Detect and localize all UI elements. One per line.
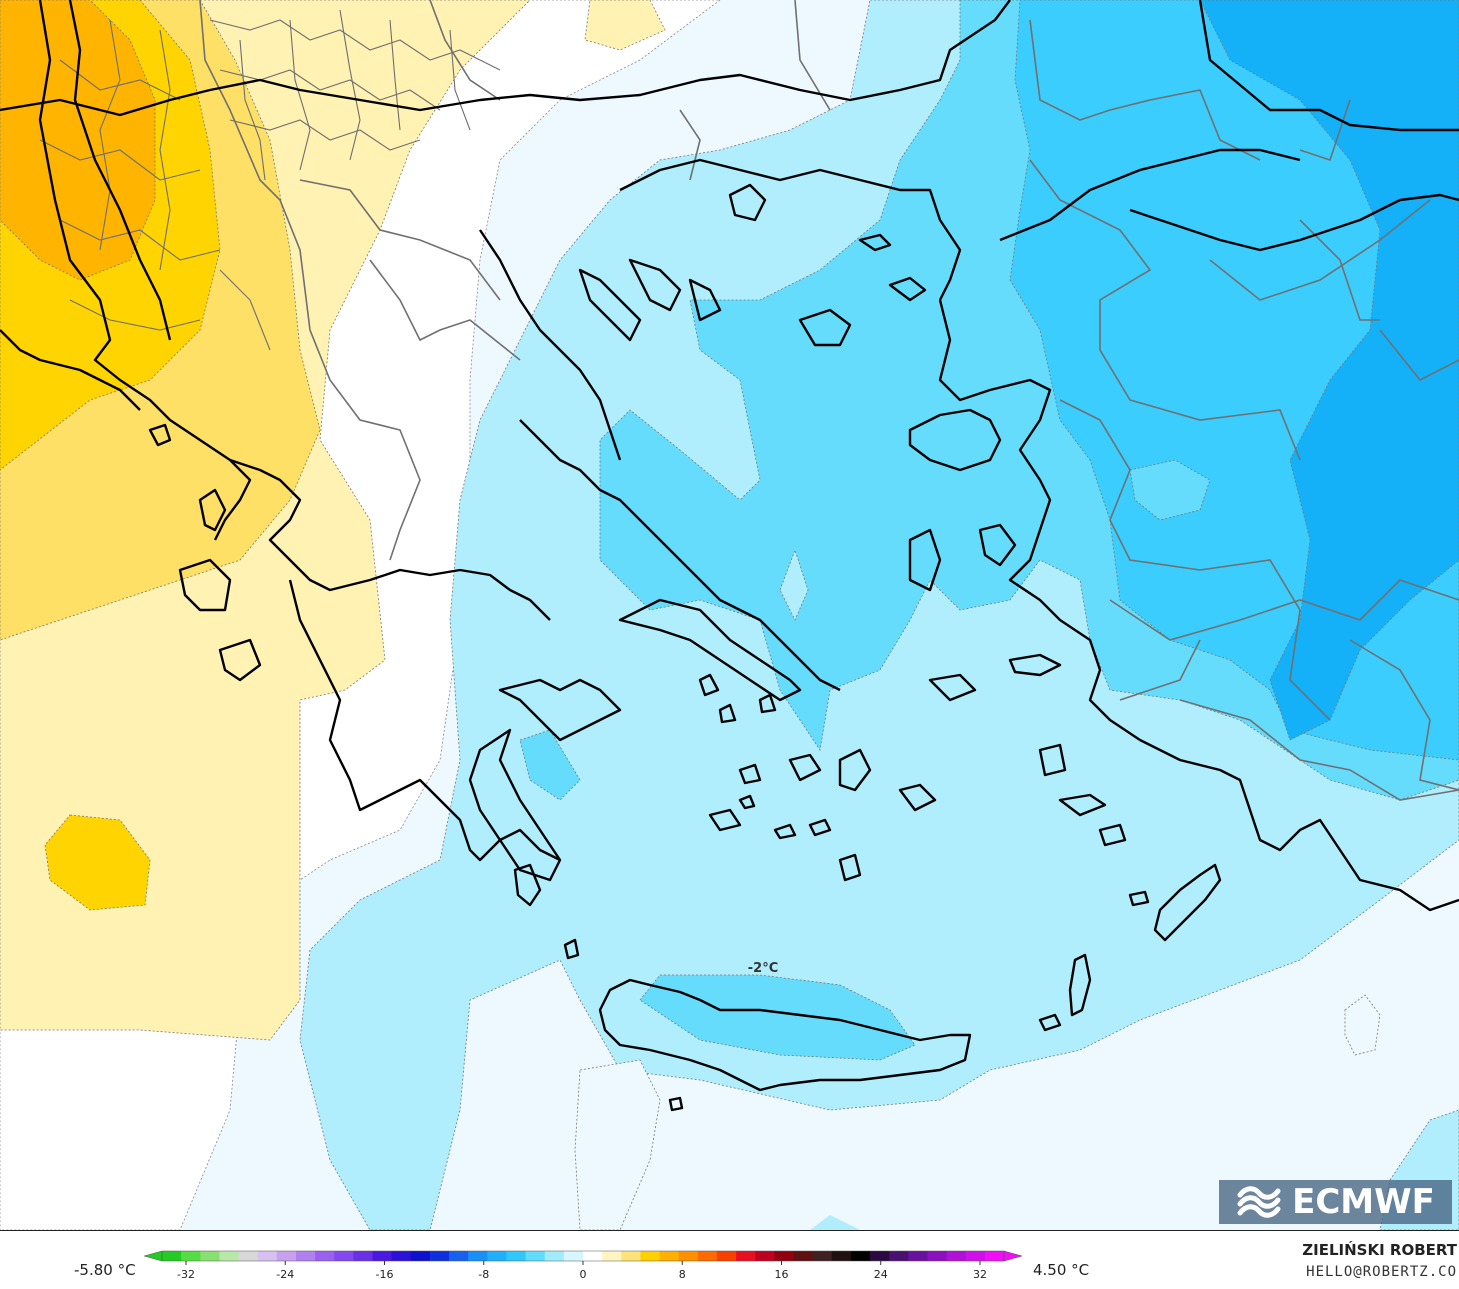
colorbar-swatch xyxy=(410,1251,431,1261)
colorbar-tick-label: 24 xyxy=(874,1268,888,1281)
author-name: ZIELIŃSKI ROBERT xyxy=(1302,1241,1457,1259)
colorbar-tick-label: -16 xyxy=(376,1268,394,1281)
colorbar-swatch xyxy=(755,1251,775,1261)
colorbar-swatch xyxy=(678,1251,699,1261)
colorbar-swatch xyxy=(812,1251,833,1261)
colorbar-tick-label: 0 xyxy=(580,1268,587,1281)
colorbar-swatch xyxy=(850,1251,871,1261)
colorbar-swatch xyxy=(391,1251,412,1261)
colorbar-swatch xyxy=(544,1251,565,1261)
ecmwf-wave-icon xyxy=(1237,1186,1281,1218)
author-email: HELLO@ROBERTZ.CO xyxy=(1306,1264,1457,1280)
colorbar-swatch xyxy=(736,1251,756,1261)
colorbar-swatch xyxy=(984,1251,1005,1261)
colorbar-swatch xyxy=(449,1251,469,1261)
country-borders xyxy=(199,0,1459,801)
white-patch-east xyxy=(1344,994,1381,1056)
colorbar-swatch xyxy=(563,1251,584,1261)
colorbar-tick-label: -32 xyxy=(177,1268,195,1281)
colorbar-swatch xyxy=(525,1251,546,1261)
colorbar-swatch xyxy=(276,1251,297,1261)
colorbar-swatch xyxy=(334,1251,354,1261)
colorbar-swatch xyxy=(716,1251,737,1261)
orange-zone xyxy=(0,0,156,281)
colorbar-swatch xyxy=(870,1251,890,1261)
colorbar-swatch xyxy=(774,1251,794,1261)
colorbar-swatch xyxy=(219,1251,240,1261)
legend-footer: -5.80 °C -32 -24 -16 -8 0 8 16 24 32 4.50 °C ZIE… xyxy=(0,1231,1459,1287)
colorbar-tick-label: 16 xyxy=(775,1268,789,1281)
temperature-colorbar: -32 -24 -16 -8 0 8 16 24 32 xyxy=(143,1250,1023,1281)
logo-text: ECMWF xyxy=(1292,1182,1435,1222)
max-temperature-label: 4.50 °C xyxy=(1033,1261,1090,1279)
colorbar-swatch xyxy=(640,1251,661,1261)
colorbar-swatch xyxy=(602,1251,622,1261)
colorbar-swatch xyxy=(257,1251,278,1261)
min-temperature-label: -5.80 °C xyxy=(74,1261,136,1279)
colorbar-swatch xyxy=(889,1251,909,1261)
colorbar-swatch xyxy=(429,1251,450,1261)
light-blue-hole xyxy=(779,548,809,621)
colorbar-min-arrow xyxy=(143,1250,163,1262)
colorbar-swatch xyxy=(487,1251,507,1261)
colorbar-swatch xyxy=(200,1251,220,1261)
colorbar-swatch xyxy=(162,1251,182,1261)
colorbar-swatch xyxy=(659,1251,680,1261)
colorbar-swatch xyxy=(372,1251,393,1261)
pale-yellow-patch xyxy=(584,0,666,51)
temperature-map: -2°C xyxy=(0,0,1459,1231)
light-blue-patch-sw xyxy=(810,1215,860,1230)
colorbar-tick-label: 32 xyxy=(973,1268,987,1281)
colorbar-swatch xyxy=(831,1251,852,1261)
colorbar-tick-label: -24 xyxy=(276,1268,294,1281)
colorbar-swatch xyxy=(238,1251,259,1261)
colorbar-swatch xyxy=(506,1251,527,1261)
blue-hole-east xyxy=(1129,459,1211,521)
colorbar-swatch xyxy=(468,1251,488,1261)
light-blue-patch-south xyxy=(574,1059,661,1230)
colorbar-swatch xyxy=(621,1251,641,1261)
colorbar-tick-label: -8 xyxy=(478,1268,489,1281)
regional-borders xyxy=(39,9,501,351)
ecmwf-logo: ECMWF xyxy=(1219,1180,1452,1224)
colorbar-tick-label: 8 xyxy=(679,1268,686,1281)
coastlines xyxy=(0,0,1459,1112)
colorbar-swatch xyxy=(793,1251,814,1261)
colorbar-swatch xyxy=(583,1251,603,1261)
colorbar-swatch xyxy=(908,1251,928,1261)
colorbar-swatch xyxy=(295,1251,316,1261)
colorbar-swatch xyxy=(965,1251,986,1261)
colorbar-swatch xyxy=(946,1251,967,1261)
colorbar-max-arrow xyxy=(1003,1250,1023,1262)
blue-patch-crete xyxy=(639,974,916,1061)
blue-patch-peloponnese xyxy=(519,729,581,801)
colorbar-swatch xyxy=(697,1251,718,1261)
colorbar-swatch xyxy=(315,1251,335,1261)
contour-label: -2°C xyxy=(748,961,778,976)
deep-blue-zone xyxy=(1199,0,1459,741)
colorbar-swatch xyxy=(927,1251,948,1261)
colorbar-swatch xyxy=(353,1251,373,1261)
gold-patch xyxy=(44,814,151,911)
map-canvas: -2°C xyxy=(0,0,1459,1230)
colorbar-swatch xyxy=(181,1251,201,1261)
